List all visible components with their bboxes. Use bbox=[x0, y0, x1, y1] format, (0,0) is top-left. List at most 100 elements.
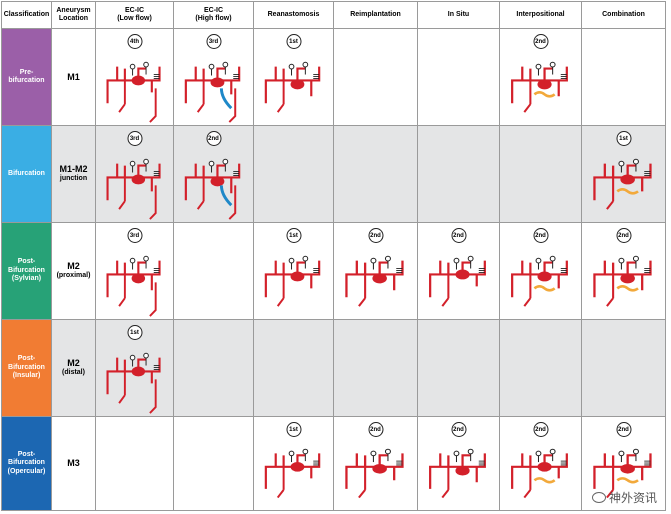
preference-rank-badge: 3rd bbox=[127, 131, 142, 146]
procedure-illustration bbox=[106, 352, 161, 414]
header-ecic-high-title: EC-IC bbox=[203, 6, 224, 14]
classification-label: Post-Bifurcation (Sylvian) bbox=[8, 258, 45, 283]
preference-rank-badge: 1st bbox=[616, 131, 631, 146]
preference-rank-badge: 3rd bbox=[127, 228, 142, 243]
preference-rank-badge: 3rd bbox=[206, 34, 221, 49]
technique-cell-reimplantation: 2nd bbox=[334, 223, 418, 320]
header-ecic-low-title: EC-IC bbox=[124, 6, 145, 14]
classification-label: Post-Bifurcation (Opercular) bbox=[7, 450, 46, 475]
location-cell: M2 (proximal) bbox=[52, 223, 96, 320]
classification-label: Pre-bifurcation bbox=[8, 68, 45, 84]
technique-cell-ecic-high bbox=[174, 320, 254, 417]
procedure-illustration bbox=[345, 448, 404, 499]
preference-rank-badge: 2nd bbox=[206, 131, 221, 146]
preference-rank-badge: 1st bbox=[286, 34, 301, 49]
preference-rank-badge: 2nd bbox=[616, 422, 631, 437]
preference-rank-badge: 1st bbox=[286, 422, 301, 437]
location-sublabel: (distal) bbox=[62, 369, 85, 377]
technique-cell-reanastomosis bbox=[254, 320, 334, 417]
wechat-icon bbox=[591, 492, 606, 503]
procedure-illustration bbox=[184, 61, 241, 123]
watermark-text: 神外资讯 bbox=[608, 491, 657, 505]
classification-label: Post-Bifurcation (Insular) bbox=[8, 355, 45, 380]
technique-cell-reimplantation bbox=[334, 126, 418, 223]
technique-cell-in-situ bbox=[418, 29, 500, 126]
preference-rank-badge: 2nd bbox=[451, 422, 466, 437]
header-ecic-high: EC-IC (High flow) bbox=[174, 2, 254, 29]
technique-cell-in-situ: 2nd bbox=[418, 417, 500, 511]
classification-label: Bifurcation bbox=[8, 169, 45, 177]
preference-rank-badge: 1st bbox=[286, 228, 301, 243]
preference-rank-badge: 2nd bbox=[451, 228, 466, 243]
classification-cell: Bifurcation bbox=[2, 126, 52, 223]
header-classification-text: Classification bbox=[3, 10, 50, 18]
header-ecic-low-sub: (Low flow) bbox=[117, 15, 152, 22]
location-sublabel: junction bbox=[59, 175, 88, 183]
technique-cell-in-situ: 2nd bbox=[418, 223, 500, 320]
technique-cell-combination bbox=[582, 320, 666, 417]
technique-cell-in-situ bbox=[418, 320, 500, 417]
location-label: M1 bbox=[67, 71, 80, 82]
header-location-text: Aneurysm Location bbox=[56, 6, 91, 22]
location-label: M1-M2 bbox=[59, 164, 88, 175]
technique-cell-combination bbox=[582, 29, 666, 126]
preference-rank-badge: 1st bbox=[127, 325, 142, 340]
location-label: M3 bbox=[67, 458, 80, 469]
technique-cell-ecic-low bbox=[96, 417, 174, 511]
header-interpositional-text: Interpositional bbox=[516, 10, 565, 18]
header-location: Aneurysm Location bbox=[52, 2, 96, 29]
technique-cell-ecic-low: 4th bbox=[96, 29, 174, 126]
header-in-situ: In Situ bbox=[418, 2, 500, 29]
header-in-situ-text: In Situ bbox=[447, 10, 470, 18]
procedure-illustration bbox=[511, 255, 568, 307]
technique-cell-ecic-high: 3rd bbox=[174, 29, 254, 126]
procedure-illustration bbox=[429, 255, 486, 307]
procedure-illustration bbox=[106, 158, 161, 220]
technique-cell-reimplantation bbox=[334, 29, 418, 126]
procedure-illustration bbox=[429, 448, 486, 499]
technique-cell-reimplantation bbox=[334, 320, 418, 417]
technique-cell-interpositional bbox=[500, 320, 582, 417]
procedure-illustration bbox=[511, 61, 568, 113]
header-reanastomosis: Reanastomosis bbox=[254, 2, 334, 29]
procedure-illustration bbox=[264, 255, 321, 307]
procedure-illustration bbox=[511, 448, 568, 499]
header-ecic-high-sub: (High flow) bbox=[195, 15, 232, 22]
location-cell: M1 bbox=[52, 29, 96, 126]
header-interpositional: Interpositional bbox=[500, 2, 582, 29]
procedure-illustration bbox=[264, 61, 321, 113]
preference-rank-badge: 2nd bbox=[533, 422, 548, 437]
procedure-illustration bbox=[264, 448, 321, 499]
technique-cell-combination: 1st bbox=[582, 126, 666, 223]
header-ecic-low: EC-IC (Low flow) bbox=[96, 2, 174, 29]
preference-rank-badge: 2nd bbox=[368, 422, 383, 437]
header-reanastomosis-text: Reanastomosis bbox=[267, 10, 320, 18]
procedure-illustration bbox=[345, 255, 404, 307]
classification-cell: Pre-bifurcation bbox=[2, 29, 52, 126]
classification-cell: Post-Bifurcation (Insular) bbox=[2, 320, 52, 417]
preference-rank-badge: 4th bbox=[127, 34, 142, 49]
location-label: M2 bbox=[67, 261, 80, 272]
procedure-illustration bbox=[593, 255, 652, 307]
header-combination: Combination bbox=[582, 2, 666, 29]
technique-cell-ecic-low: 3rd bbox=[96, 126, 174, 223]
location-cell: M3 bbox=[52, 417, 96, 511]
technique-cell-reanastomosis: 1st bbox=[254, 417, 334, 511]
location-label: M2 bbox=[67, 358, 80, 369]
technique-cell-reanastomosis: 1st bbox=[254, 223, 334, 320]
preference-rank-badge: 2nd bbox=[533, 228, 548, 243]
location-cell: M1-M2 junction bbox=[52, 126, 96, 223]
location-cell: M2 (distal) bbox=[52, 320, 96, 417]
header-classification: Classification bbox=[2, 2, 52, 29]
technique-cell-ecic-low: 1st bbox=[96, 320, 174, 417]
technique-cell-reimplantation: 2nd bbox=[334, 417, 418, 511]
procedure-illustration bbox=[593, 448, 652, 499]
preference-rank-badge: 2nd bbox=[368, 228, 383, 243]
technique-cell-reanastomosis: 1st bbox=[254, 29, 334, 126]
technique-cell-interpositional: 2nd bbox=[500, 223, 582, 320]
header-reimplantation: Reimplantation bbox=[334, 2, 418, 29]
preference-rank-badge: 2nd bbox=[533, 34, 548, 49]
technique-cell-in-situ bbox=[418, 126, 500, 223]
technique-cell-ecic-high bbox=[174, 223, 254, 320]
